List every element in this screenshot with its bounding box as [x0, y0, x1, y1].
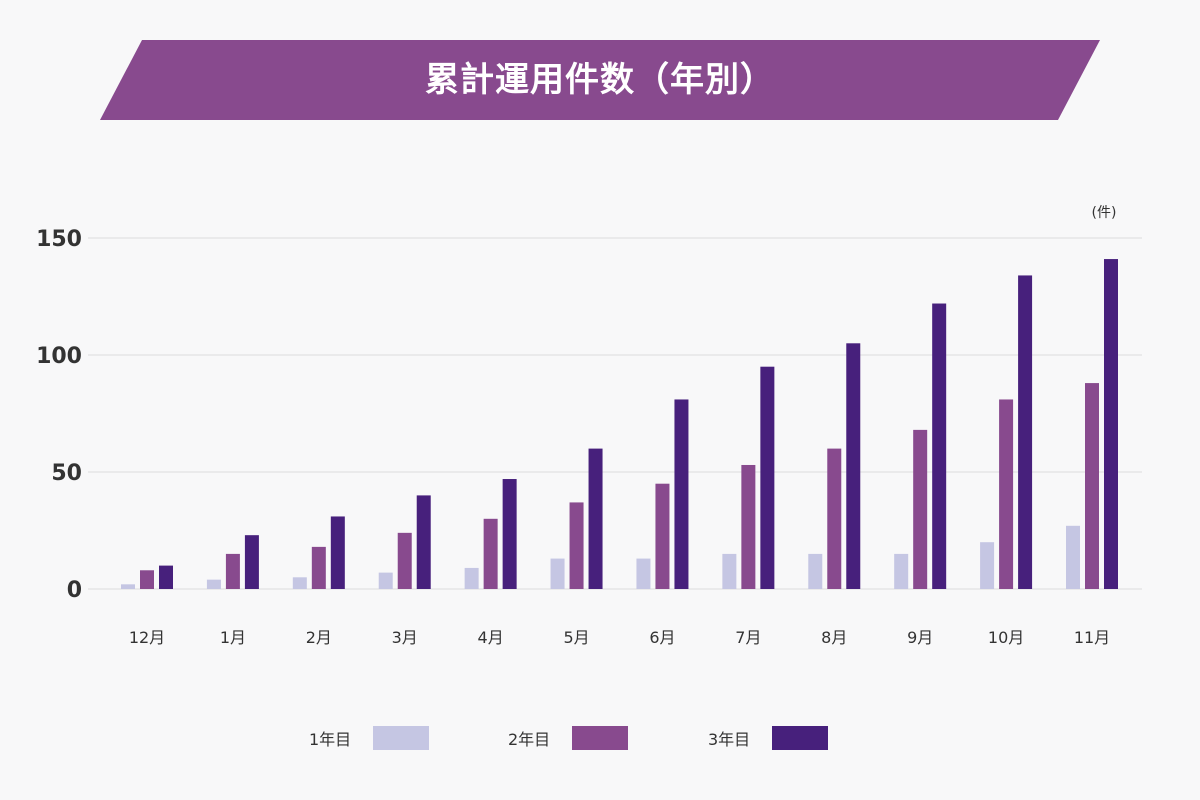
title-banner: 累計運用件数（年別）: [0, 0, 1200, 160]
y-tick-label-100: 100: [36, 344, 82, 369]
grid-layer: [88, 237, 1142, 590]
legend-label-1: 1年目: [309, 730, 352, 749]
bar-2-3: [311, 546, 326, 589]
bar-3-7: [674, 399, 689, 589]
bar-3-4: [416, 495, 431, 589]
bar-2-4: [397, 532, 412, 589]
x-tick-label-5: 4月: [478, 628, 504, 647]
x-tick-label-12: 11月: [1074, 628, 1110, 647]
bars: [121, 259, 1118, 589]
bar-2-1: [140, 570, 154, 589]
bar-1-6: [550, 558, 565, 589]
x-axis-ticks: 12月 1月 2月 3月 4月 5月 6月 7月 8月 9月 10月 11月: [129, 628, 1110, 647]
bar-2-9: [827, 448, 842, 589]
x-tick-label-8: 7月: [735, 628, 761, 647]
bar-2-12: [1085, 383, 1099, 589]
bar-1-9: [808, 553, 823, 589]
legend-item-3: 3年目: [708, 718, 829, 758]
bar-1-11: [980, 542, 995, 589]
legend: 1年目 2年目 3年目: [0, 718, 1200, 758]
chart-title: 累計運用件数（年別）: [425, 60, 775, 100]
x-tick-label-9: 8月: [821, 628, 847, 647]
bar-3-6: [588, 448, 603, 589]
bar-1-12: [1066, 525, 1080, 589]
legend-label-2: 2年目: [508, 730, 551, 749]
legend-item-1: 1年目: [309, 718, 430, 758]
x-tick-label-4: 3月: [392, 628, 418, 647]
x-tick-label-2: 1月: [220, 628, 246, 647]
bar-3-3: [330, 516, 345, 589]
x-tick-label-3: 2月: [306, 628, 332, 647]
y-axis-ticks: 0 50 100 150: [36, 227, 82, 603]
bar-1-1: [121, 584, 135, 589]
y-tick-label-0: 0: [67, 578, 82, 603]
bar-3-12: [1104, 259, 1118, 589]
legend-swatch-3: [772, 726, 829, 750]
legend-swatch-1: [373, 726, 430, 750]
bar-2-7: [655, 483, 670, 589]
bar-1-10: [894, 553, 909, 589]
legend-swatch-2: [572, 726, 629, 750]
bar-1-8: [722, 553, 737, 589]
bar-2-8: [741, 464, 756, 589]
legend-label-3: 3年目: [708, 730, 751, 749]
legend-item-2: 2年目: [508, 718, 629, 758]
bar-2-2: [225, 553, 240, 589]
bar-2-11: [999, 399, 1014, 589]
bar-3-8: [760, 366, 775, 589]
bar-1-3: [292, 577, 307, 589]
bar-1-7: [636, 558, 651, 589]
x-tick-label-10: 9月: [907, 628, 933, 647]
bar-3-5: [502, 479, 517, 589]
bar-3-1: [159, 565, 173, 589]
bar-3-2: [244, 535, 259, 589]
bar-3-11: [1018, 275, 1033, 589]
bar-2-10: [913, 429, 928, 589]
title-banner-shape: [100, 40, 1100, 120]
x-tick-label-11: 10月: [988, 628, 1024, 647]
y-tick-label-50: 50: [51, 461, 82, 486]
bar-2-6: [569, 502, 584, 589]
bar-1-5: [464, 567, 479, 589]
y-tick-label-150: 150: [36, 227, 82, 252]
bar-3-10: [932, 303, 947, 589]
bar-3-9: [846, 343, 861, 589]
x-tick-label-6: 5月: [563, 628, 589, 647]
x-tick-label-7: 6月: [649, 628, 675, 647]
bar-2-5: [483, 518, 498, 589]
x-tick-label-1: 12月: [129, 628, 165, 647]
bar-1-4: [378, 572, 393, 589]
unit-label: (件): [1092, 205, 1117, 221]
bar-1-2: [206, 579, 221, 589]
